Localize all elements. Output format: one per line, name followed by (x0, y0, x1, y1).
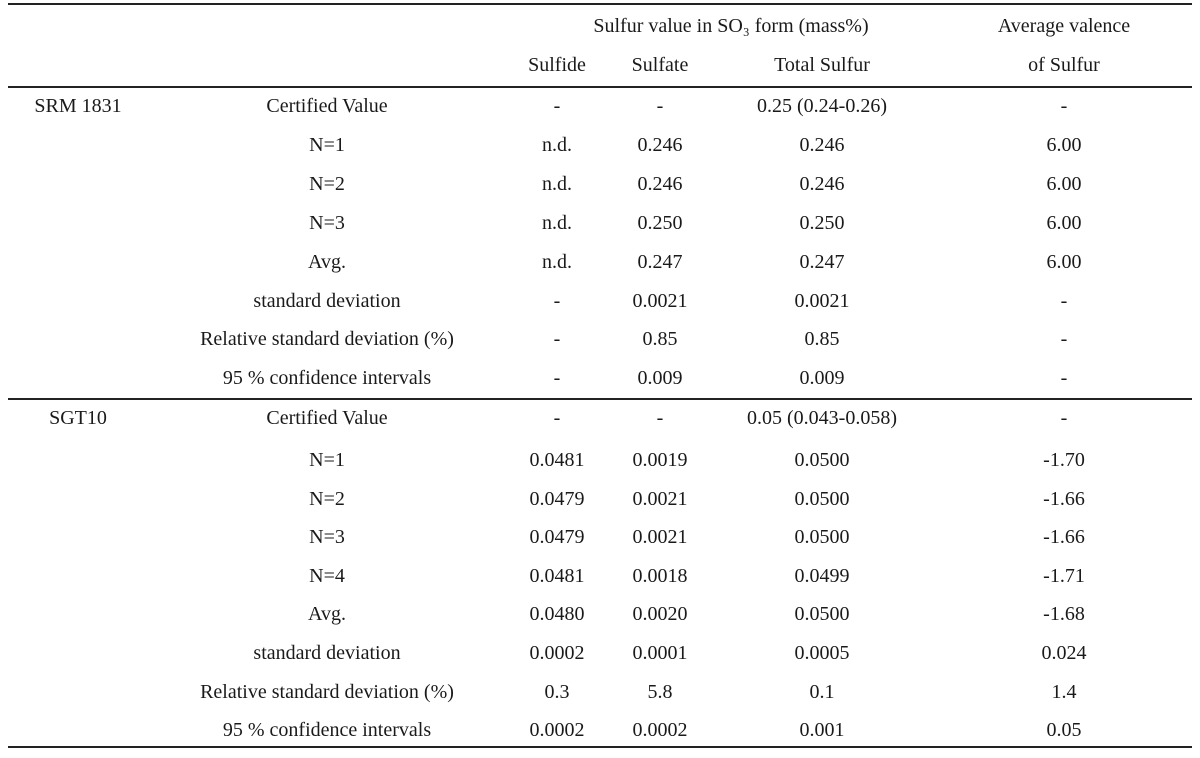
cell-average-valence: 6.00 (1046, 173, 1082, 195)
cell-sulfate: 0.250 (637, 212, 683, 234)
cell-total-sulfur: 0.247 (799, 251, 845, 273)
cell-total-sulfur: 0.0021 (794, 290, 850, 312)
cell-sulfate: 0.0021 (632, 488, 688, 510)
cell-sulfide: - (553, 407, 561, 429)
cell-sulfate: - (656, 407, 664, 429)
cell-total-sulfur: 0.1 (809, 681, 835, 703)
row-label: N=2 (309, 488, 345, 510)
header-sulfide: Sulfide (528, 54, 586, 76)
cell-average-valence: 1.4 (1051, 681, 1077, 703)
cell-average-valence: -1.71 (1043, 565, 1085, 587)
cell-total-sulfur: 0.246 (799, 134, 845, 156)
cell-sulfate: 0.0021 (632, 526, 688, 548)
cell-sulfide: 0.0002 (529, 642, 585, 664)
header-sulfate: Sulfate (631, 54, 689, 76)
cell-total-sulfur: 0.250 (799, 212, 845, 234)
header-average-valence: Average valence (997, 15, 1131, 37)
cell-sulfate: 0.0002 (632, 719, 688, 741)
cell-average-valence: -1.70 (1043, 449, 1085, 471)
cell-average-valence: -1.68 (1043, 603, 1085, 625)
row-label: 95 % confidence intervals (222, 367, 432, 389)
cell-sulfate: 0.85 (642, 328, 678, 350)
sample-name: SGT10 (49, 407, 107, 429)
row-label: Avg. (308, 251, 346, 273)
cell-sulfide: - (553, 95, 561, 117)
cell-sulfide: 0.3 (544, 681, 570, 703)
table-bottom-rule (8, 746, 1192, 748)
cell-sulfide: 0.0479 (529, 526, 585, 548)
header-of-sulfur: of Sulfur (1028, 54, 1100, 76)
header-group-title: Sulfur value in SO₃ form (mass%) (593, 15, 869, 37)
cell-average-valence: - (1060, 95, 1068, 117)
row-label: N=2 (309, 173, 345, 195)
row-label: standard deviation (253, 642, 401, 664)
row-label: N=3 (309, 526, 345, 548)
cell-sulfate: 0.0021 (632, 290, 688, 312)
cell-sulfide: - (553, 328, 561, 350)
table-top-rule (8, 3, 1192, 5)
cell-sulfate: 0.246 (637, 173, 683, 195)
cell-total-sulfur: 0.0500 (794, 488, 850, 510)
cell-sulfate: 0.009 (637, 367, 683, 389)
row-label: 95 % confidence intervals (222, 719, 432, 741)
cell-average-valence: 0.024 (1041, 642, 1087, 664)
row-label: N=3 (309, 212, 345, 234)
cell-total-sulfur: 0.009 (799, 367, 845, 389)
cell-total-sulfur: 0.001 (799, 719, 845, 741)
row-label: N=1 (309, 134, 345, 156)
cell-sulfate: 0.0001 (632, 642, 688, 664)
cell-sulfide: n.d. (542, 173, 572, 195)
cell-sulfide: 0.0481 (529, 449, 585, 471)
cell-sulfide: n.d. (542, 251, 572, 273)
cell-average-valence: - (1060, 328, 1068, 350)
cell-total-sulfur: 0.0500 (794, 526, 850, 548)
cell-total-sulfur: 0.0500 (794, 449, 850, 471)
cell-sulfate: 5.8 (647, 681, 673, 703)
cell-average-valence: - (1060, 407, 1068, 429)
cell-average-valence: -1.66 (1043, 488, 1085, 510)
cell-sulfate: 0.247 (637, 251, 683, 273)
cell-average-valence: - (1060, 367, 1068, 389)
cell-sulfide: 0.0481 (529, 565, 585, 587)
cell-average-valence: -1.66 (1043, 526, 1085, 548)
sample-name: SRM 1831 (34, 95, 122, 117)
cell-total-sulfur: 0.0005 (794, 642, 850, 664)
cell-average-valence: 6.00 (1046, 212, 1082, 234)
row-label: Relative standard deviation (%) (200, 328, 454, 350)
row-label: N=1 (309, 449, 345, 471)
cell-total-sulfur: 0.05 (0.043-0.058) (747, 407, 897, 429)
cell-total-sulfur: 0.0500 (794, 603, 850, 625)
cell-sulfate: 0.246 (637, 134, 683, 156)
cell-sulfide: - (553, 367, 561, 389)
header-total-sulfur: Total Sulfur (774, 54, 870, 76)
cell-total-sulfur: 0.246 (799, 173, 845, 195)
cell-total-sulfur: 0.0499 (794, 565, 850, 587)
cell-total-sulfur: 0.85 (804, 328, 840, 350)
cell-sulfide: 0.0002 (529, 719, 585, 741)
cell-sulfate: 0.0019 (632, 449, 688, 471)
cell-sulfide: n.d. (542, 212, 572, 234)
cell-sulfate: 0.0020 (632, 603, 688, 625)
header-bottom-rule (8, 86, 1192, 88)
cell-average-valence: 6.00 (1046, 134, 1082, 156)
cell-sulfide: n.d. (542, 134, 572, 156)
row-label: Avg. (308, 603, 346, 625)
row-label: Certified Value (266, 407, 388, 429)
row-label: standard deviation (253, 290, 401, 312)
row-label: N=4 (309, 565, 345, 587)
cell-sulfide: - (553, 290, 561, 312)
cell-sulfide: 0.0480 (529, 603, 585, 625)
cell-average-valence: - (1060, 290, 1068, 312)
cell-sulfide: 0.0479 (529, 488, 585, 510)
cell-sulfate: 0.0018 (632, 565, 688, 587)
row-label: Certified Value (266, 95, 388, 117)
cell-average-valence: 0.05 (1046, 719, 1082, 741)
cell-total-sulfur: 0.25 (0.24-0.26) (757, 95, 887, 117)
row-label: Relative standard deviation (%) (200, 681, 454, 703)
cell-sulfate: - (656, 95, 664, 117)
section-divider-rule (8, 398, 1192, 400)
cell-average-valence: 6.00 (1046, 251, 1082, 273)
